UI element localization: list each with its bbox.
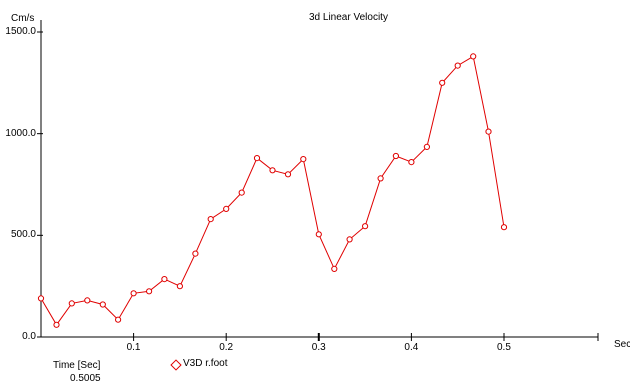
y-tick-label: 0.0 <box>22 331 36 342</box>
x-tick-label: 0.5 <box>497 342 511 353</box>
data-point <box>37 295 45 302</box>
data-point <box>161 276 168 283</box>
data-point <box>207 216 214 223</box>
chart-title: 3d Linear Velocity <box>309 12 388 23</box>
time-value: 0.5005 <box>70 373 101 384</box>
data-point <box>362 223 369 230</box>
x-tick-label: 0.4 <box>404 342 419 353</box>
data-point <box>500 224 508 231</box>
data-point <box>423 143 430 150</box>
data-point <box>223 205 230 212</box>
x-tick-label: 0.2 <box>219 342 234 353</box>
data-point <box>84 297 91 304</box>
y-tick-label: 1000.0 <box>5 127 36 139</box>
data-point <box>346 236 353 243</box>
data-point <box>99 301 106 308</box>
data-point <box>284 171 292 178</box>
tick-marks <box>37 31 599 341</box>
data-point <box>439 79 446 86</box>
y-tick-label: 1500.0 <box>5 26 36 37</box>
data-point <box>130 290 137 297</box>
data-point <box>176 283 183 290</box>
data-point <box>408 159 415 166</box>
data-point <box>454 62 461 69</box>
data-point <box>238 189 245 196</box>
data-point <box>253 155 261 162</box>
x-tick-label: 0.1 <box>126 342 141 353</box>
legend-entry: V3D r.foot <box>183 358 228 369</box>
data-point <box>300 156 307 163</box>
time-label: Time [Sec] <box>53 360 101 371</box>
data-point <box>485 128 492 135</box>
x-axis-label: Sec <box>614 339 630 350</box>
data-point <box>192 250 199 257</box>
series-line <box>40 55 505 326</box>
data-point <box>331 265 338 272</box>
data-point <box>269 167 276 174</box>
data-point <box>53 321 60 328</box>
series-layer <box>37 53 508 328</box>
y-axis-label: Cm/s <box>11 13 35 24</box>
x-tick-label: 0.3 <box>311 342 326 353</box>
y-tick-label: 500.0 <box>10 229 36 241</box>
data-point <box>377 175 384 182</box>
data-point <box>146 288 153 295</box>
data-point <box>115 316 122 323</box>
axes <box>40 20 598 338</box>
data-point <box>392 152 399 160</box>
data-point <box>68 300 75 307</box>
data-point <box>315 231 322 238</box>
data-point <box>470 53 477 60</box>
